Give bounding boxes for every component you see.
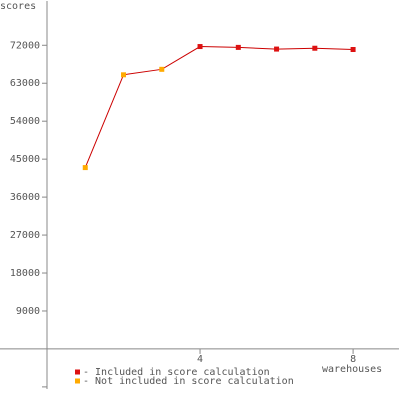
data-point (82, 165, 88, 171)
y-axis-label: scores (0, 1, 36, 12)
y-tick-label: 45000 (10, 154, 40, 165)
y-tick-label: 9000 (16, 306, 40, 317)
y-tick-label: 36000 (10, 192, 40, 203)
x-tick-label: 4 (197, 354, 203, 365)
data-point (350, 47, 356, 52)
data-point (274, 46, 280, 52)
y-tick-label: 72000 (10, 40, 40, 51)
y-tick-label: 54000 (10, 116, 40, 127)
data-point (235, 44, 241, 50)
legend-label: - Included in score calculation (83, 367, 270, 378)
data-point (312, 45, 318, 51)
legend-swatch (75, 378, 80, 384)
legend-swatch (75, 369, 80, 375)
data-line (84, 46, 354, 168)
data-point (121, 72, 127, 78)
y-tick-label: 18000 (10, 268, 40, 279)
legend-label: - Not included in score calculation (83, 376, 294, 387)
y-tick-label: 27000 (10, 230, 40, 241)
data-point (159, 66, 165, 72)
x-tick-label: 8 (350, 354, 356, 365)
data-point (197, 44, 203, 50)
x-axis-label: warehouses (322, 364, 382, 375)
y-tick-label: 63000 (10, 78, 40, 89)
